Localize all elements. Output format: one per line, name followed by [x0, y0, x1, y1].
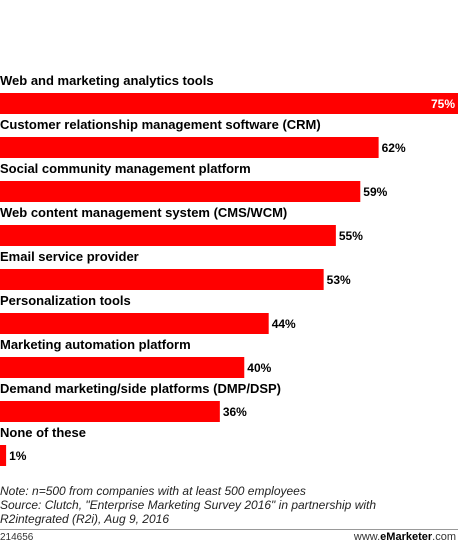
- value-label: 59%: [363, 185, 387, 199]
- chart-id: 214656: [0, 532, 34, 543]
- bar: [0, 313, 269, 334]
- category-label: None of these: [0, 425, 86, 440]
- chart-note: Note: n=500 from companies with at least…: [0, 484, 306, 498]
- bar: [0, 137, 379, 158]
- value-label: 55%: [339, 229, 363, 243]
- chart-source-line-1: Source: Clutch, "Enterprise Marketing Su…: [0, 498, 377, 512]
- category-label: Demand marketing/side platforms (DMP/DSP…: [0, 381, 281, 396]
- value-label: 36%: [223, 405, 247, 419]
- footer-divider: [0, 529, 458, 530]
- bar: [0, 445, 7, 466]
- value-label: 62%: [382, 141, 406, 155]
- value-label: 44%: [272, 317, 296, 331]
- category-label: Personalization tools: [0, 293, 131, 308]
- site-prefix: www.: [353, 531, 381, 543]
- bar: [0, 357, 245, 378]
- category-label: Social community management platform: [0, 161, 251, 176]
- category-label: Customer relationship management softwar…: [0, 117, 321, 132]
- bar: [0, 181, 361, 202]
- category-label: Web content management system (CMS/WCM): [0, 205, 287, 220]
- value-label: 53%: [327, 273, 351, 287]
- bar: [0, 401, 220, 422]
- value-label: 75%: [431, 97, 455, 111]
- bar: [0, 93, 458, 114]
- value-label: 40%: [247, 361, 271, 375]
- site-suffix: .com: [432, 531, 456, 543]
- site-logo: www.eMarketer.com: [354, 531, 456, 543]
- bar: [0, 225, 336, 246]
- category-label: Web and marketing analytics tools: [0, 73, 214, 88]
- chart-source-line-2: R2integrated (R2i), Aug 9, 2016: [0, 512, 169, 526]
- category-label: Marketing automation platform: [0, 337, 191, 352]
- site-brand: eMarketer: [380, 531, 433, 543]
- value-label: 1%: [9, 449, 27, 463]
- bar: [0, 269, 324, 290]
- category-label: Email service provider: [0, 249, 139, 264]
